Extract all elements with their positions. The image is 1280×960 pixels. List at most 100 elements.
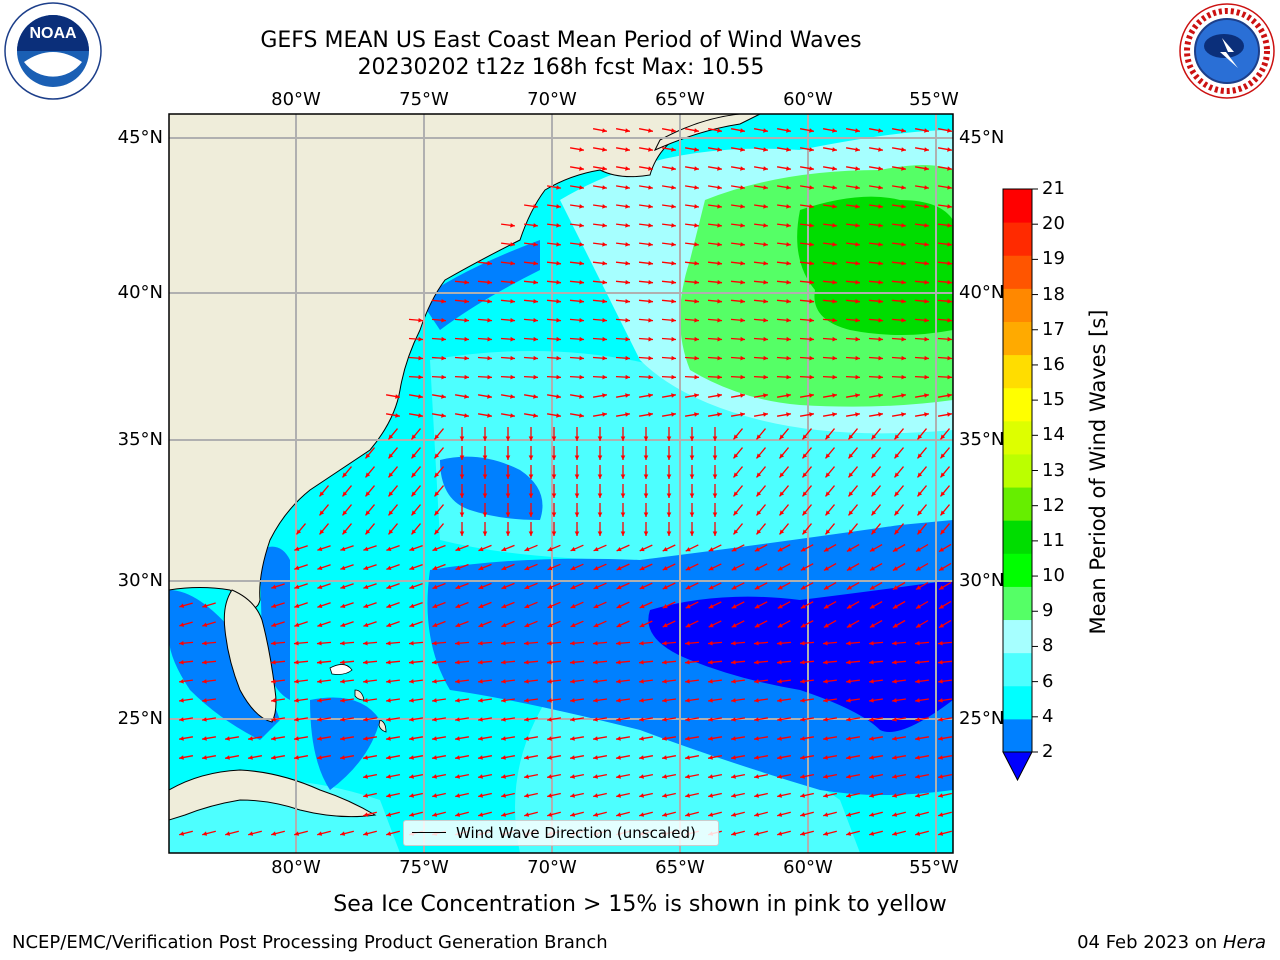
wind-wave-arrowhead [694, 223, 699, 228]
wind-wave-arrowhead [639, 736, 644, 741]
wind-wave-arrowhead [570, 717, 575, 722]
wind-wave-arrowhead [574, 436, 580, 441]
wind-wave-arrowhead [671, 355, 676, 361]
wind-wave-arrowhead [947, 147, 952, 152]
wind-wave-arrowhead [510, 242, 515, 247]
lon-label-top: 70°W [527, 89, 577, 110]
wind-wave-arrowhead [740, 223, 745, 228]
colorbar-tick-label: 19 [1042, 248, 1065, 270]
wind-wave-arrowhead [501, 736, 506, 741]
wind-wave-arrowhead [717, 318, 722, 323]
wind-wave-arrowhead [666, 531, 672, 536]
wind-wave-arrowhead [717, 393, 722, 398]
wind-wave-arrowhead [510, 280, 515, 285]
wind-wave-arrowhead [892, 793, 897, 798]
wind-wave-arrowhead [643, 493, 649, 498]
wind-wave-arrowhead [871, 510, 877, 516]
wind-wave-arrowhead [409, 755, 414, 760]
wind-wave-arrowhead [597, 474, 603, 479]
legend-label: Wind Wave Direction (unscaled) [456, 824, 696, 842]
lon-label-bottom: 60°W [783, 857, 833, 878]
wind-wave-arrowhead [363, 717, 368, 722]
footer-machine: Hera [1222, 932, 1266, 953]
wind-wave-arrowhead [915, 736, 920, 741]
wind-wave-arrowhead [869, 660, 874, 665]
colorbar-segment [1003, 520, 1032, 554]
wind-wave-arrowhead [855, 393, 860, 398]
wind-wave-arrowhead [602, 128, 607, 133]
wind-wave-arrowhead [643, 474, 649, 479]
wind-wave-arrowhead [579, 336, 584, 342]
wind-wave-arrowhead [432, 603, 438, 608]
wind-wave-arrowhead [671, 280, 676, 285]
wind-wave-arrowhead [731, 831, 737, 836]
wind-wave-arrowhead [570, 698, 575, 703]
wind-wave-arrowhead [639, 717, 644, 722]
wind-wave-arrowhead [386, 736, 391, 741]
wind-wave-arrowhead [478, 679, 483, 684]
wind-wave-arrowhead [915, 717, 920, 722]
wind-wave-arrowhead [756, 491, 762, 497]
wind-wave-arrowhead [455, 584, 461, 589]
wind-wave-arrowhead [455, 603, 461, 608]
lat-label-right: 35°N [959, 429, 1005, 450]
wind-wave-arrowhead [524, 584, 530, 590]
wind-wave-arrowhead [418, 336, 423, 342]
wind-wave-arrowhead [924, 318, 929, 323]
wind-wave-arrowhead [418, 355, 423, 361]
wind-wave-arrowhead [685, 623, 691, 628]
wind-wave-arrowhead [754, 623, 760, 628]
wind-wave-arrowhead [708, 604, 714, 609]
wind-wave-arrowhead [708, 679, 713, 684]
wind-wave-arrowhead [271, 660, 276, 665]
wind-wave-arrowhead [940, 434, 946, 440]
wind-wave-arrowhead [597, 436, 603, 441]
graticule [169, 114, 953, 853]
wind-wave-arrowhead [648, 299, 653, 304]
wind-wave-arrowhead [388, 453, 394, 459]
wind-wave-arrowhead [671, 204, 676, 209]
wind-wave-arrowhead [620, 436, 626, 441]
wind-wave-arrowhead [733, 510, 739, 516]
wind-wave-arrowhead [510, 318, 515, 323]
wind-wave-arrowhead [708, 566, 714, 571]
wind-wave-arrowhead [639, 547, 645, 552]
wind-wave-arrowhead [616, 736, 621, 741]
wind-wave-arrowhead [717, 128, 722, 133]
wind-wave-arrowhead [271, 717, 276, 722]
wind-wave-arrowhead [524, 812, 530, 817]
wind-wave-arrowhead [947, 393, 952, 398]
wind-wave-arrowhead [602, 412, 607, 417]
colorbar-extend-triangle [1002, 751, 1033, 782]
wind-wave-arrowhead [915, 679, 920, 684]
wind-wave-arrowhead [620, 512, 626, 517]
wind-wave-arrowhead [848, 491, 854, 497]
wind-wave-arrowhead [464, 394, 469, 399]
wind-wave-arrowhead [434, 529, 440, 535]
colorbar-segment [1003, 222, 1032, 256]
wind-wave-arrowhead [547, 584, 553, 590]
colorbar-segment [1003, 387, 1032, 422]
wind-wave-arrowhead [809, 185, 814, 190]
colorbar-tick-label: 14 [1042, 424, 1065, 446]
wind-wave-arrowhead [763, 355, 768, 361]
wind-wave-arrowhead [685, 679, 690, 684]
wind-wave-arrowhead [317, 565, 323, 570]
wind-wave-arrowhead [809, 166, 814, 171]
wind-wave-arrowhead [855, 280, 860, 285]
wind-wave-arrowhead [579, 185, 584, 190]
wind-wave-arrowhead [671, 393, 676, 398]
wind-wave-arrowhead [317, 679, 322, 684]
wind-wave-arrowhead [386, 603, 392, 608]
wind-wave-arrowhead [901, 185, 906, 190]
wind-wave-arrowhead [556, 185, 561, 190]
wind-wave-arrowhead [754, 679, 759, 684]
wind-wave-arrowhead [894, 434, 900, 440]
wind-wave-arrowhead [662, 547, 668, 552]
wind-wave-arrowhead [616, 623, 622, 628]
wind-wave-arrowhead [800, 736, 805, 741]
wind-wave-arrowhead [878, 280, 883, 285]
wind-wave-arrowhead [938, 774, 943, 779]
wind-wave-arrowhead [363, 641, 368, 646]
wind-wave-arrowhead [487, 318, 492, 323]
